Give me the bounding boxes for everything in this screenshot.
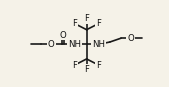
Text: F: F xyxy=(96,19,101,28)
Text: F: F xyxy=(84,14,89,23)
Text: O: O xyxy=(48,40,55,49)
Text: F: F xyxy=(72,61,77,70)
Text: O: O xyxy=(127,34,134,43)
Text: F: F xyxy=(96,61,101,70)
Text: NH: NH xyxy=(68,40,81,49)
Text: F: F xyxy=(72,19,77,28)
Text: O: O xyxy=(59,31,66,40)
Text: F: F xyxy=(84,65,89,74)
Text: NH: NH xyxy=(92,40,105,49)
